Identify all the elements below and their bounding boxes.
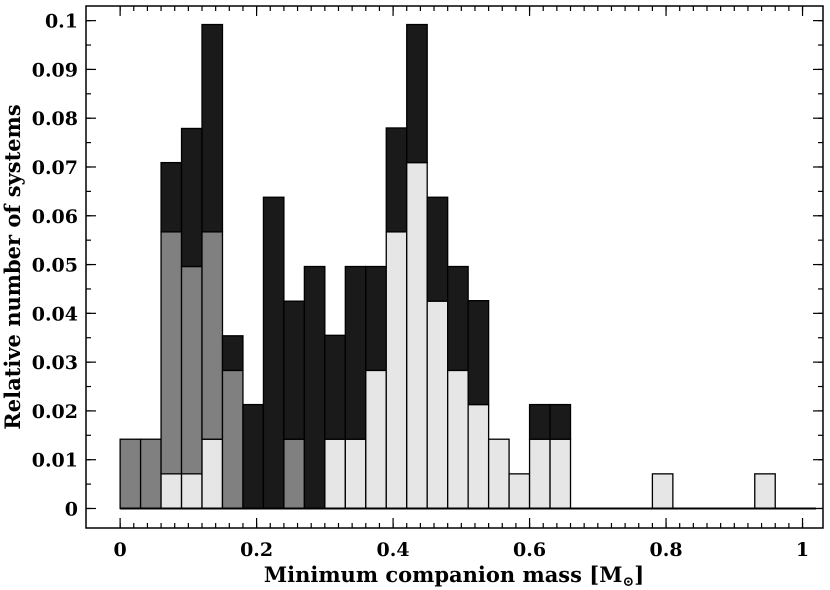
ticks-group [86,6,823,528]
bar-bin-31-series-0 [754,473,776,510]
y-tick-label: 0.04 [32,303,78,325]
y-tick-label: 0.07 [32,157,78,179]
bar-bin-2-series-1 [160,231,183,475]
bar-bin-19-series-0 [508,473,531,510]
bar-bin-21-series-2 [549,403,572,440]
bar-bin-11-series-2 [344,265,367,440]
x-tick-label: 0 [114,539,127,561]
bar-bin-1-series-1 [139,438,162,510]
x-tick-label: 0.2 [240,539,273,561]
plot-frame [85,5,824,529]
bar-bin-10-series-2 [324,334,346,440]
bar-bin-16-series-2 [447,265,469,372]
bar-bin-20-series-2 [528,403,551,440]
x-tick-label: 0.6 [513,539,546,561]
bar-bin-9-series-2 [303,265,326,510]
bar-bin-6-series-2 [242,403,265,510]
bar-bin-3-series-2 [180,127,203,268]
y-tick-label: 0.02 [32,401,78,423]
bar-bin-13-series-0 [385,231,408,510]
bar-bin-17-series-2 [467,300,490,406]
bar-bin-13-series-2 [385,127,408,233]
bar-bin-14-series-0 [406,161,428,510]
y-tick-label: 0.06 [32,206,78,228]
y-tick-label: 0.1 [45,11,78,33]
bar-bin-3-series-1 [180,265,203,475]
bar-bin-0-series-1 [119,438,142,510]
bar-bin-15-series-0 [426,300,449,510]
x-tick-label: 1 [796,539,809,561]
y-tick-label: 0.05 [32,255,78,277]
bar-bin-14-series-2 [406,23,428,164]
bar-bin-8-series-2 [283,300,306,440]
bar-bin-4-series-1 [201,231,224,440]
y-tick-label: 0.03 [32,352,78,374]
y-tick-label: 0 [65,498,78,520]
x-tick-label: 0.8 [650,539,683,561]
bar-bin-16-series-0 [447,369,469,510]
bar-bin-17-series-0 [467,403,490,510]
bar-bin-12-series-2 [365,265,387,372]
y-tick-label: 0.08 [32,108,78,130]
bar-bin-10-series-0 [324,438,346,510]
x-tick-label: 0.4 [377,539,410,561]
bar-bin-20-series-0 [528,438,551,510]
bar-bin-21-series-0 [549,438,572,510]
x-axis-label: Minimum companion mass [M⊙] [264,562,644,590]
tick-labels-group: 0 0.2 0.4 0.6 0.8 1 0 0.01 0.02 0.03 0.04 0.05 0.06 0… [32,11,809,561]
bar-bin-11-series-0 [344,438,367,510]
y-axis-label: Relative number of systems [0,104,25,429]
bar-bin-5-series-1 [221,369,244,510]
bars-group [119,23,776,510]
bar-bin-5-series-2 [221,335,244,372]
bar-bin-4-series-0 [201,438,224,510]
bar-bin-2-series-0 [160,473,183,510]
bar-bin-12-series-0 [365,369,387,510]
bar-bin-26-series-0 [651,473,674,510]
y-tick-label: 0.09 [32,59,78,81]
bar-bin-7-series-2 [262,196,285,510]
bar-bin-8-series-1 [283,438,306,510]
bar-bin-3-series-0 [180,473,203,510]
bar-bin-18-series-0 [487,438,510,510]
y-tick-label: 0.01 [32,450,78,472]
bar-bin-4-series-2 [201,23,224,233]
bar-bin-2-series-2 [160,161,183,233]
bar-bin-15-series-2 [426,196,449,302]
